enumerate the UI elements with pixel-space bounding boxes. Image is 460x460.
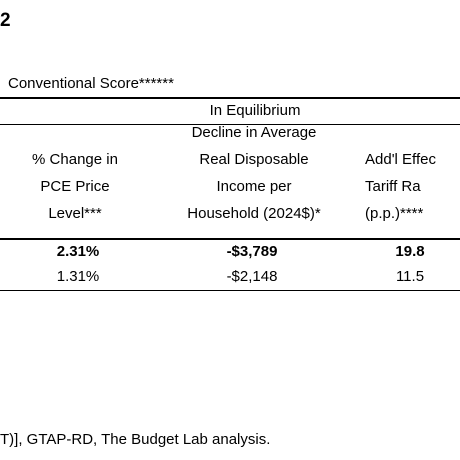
subtitle: Conventional Score****** xyxy=(8,75,174,92)
source: T)], GTAP-RD, The Budget Lab analysis. xyxy=(0,431,271,448)
rule xyxy=(0,238,460,240)
cell: 19.8 xyxy=(395,243,425,260)
group-header: In Equilibrium xyxy=(209,102,301,119)
rule xyxy=(0,124,460,125)
column-header: Add'l Effec xyxy=(365,151,436,168)
cell: -$2,148 xyxy=(226,268,278,285)
column-header: Tariff Ra xyxy=(365,178,421,195)
column-header: % Change in xyxy=(32,151,118,168)
cell: -$3,789 xyxy=(226,243,278,260)
column-header: Real Disposable xyxy=(199,151,309,168)
column-header: Income per xyxy=(216,178,292,195)
cell: 1.31% xyxy=(56,268,100,285)
column-header: Level*** xyxy=(48,205,102,222)
rule xyxy=(0,290,460,291)
cell: 2.31% xyxy=(56,243,100,260)
cell: 11.5 xyxy=(395,268,425,285)
column-header: (p.p.)**** xyxy=(365,205,424,222)
rule xyxy=(0,97,460,99)
column-header: PCE Price xyxy=(40,178,110,195)
title: 2 xyxy=(0,10,11,31)
column-header: Decline in Average xyxy=(191,124,317,141)
column-header: Household (2024$)* xyxy=(187,205,321,222)
